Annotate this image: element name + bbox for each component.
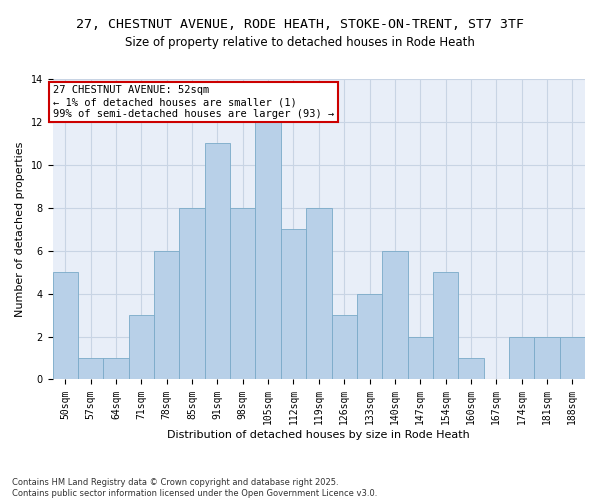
Bar	[179, 208, 205, 380]
X-axis label: Distribution of detached houses by size in Rode Heath: Distribution of detached houses by size …	[167, 430, 470, 440]
Text: Contains HM Land Registry data © Crown copyright and database right 2025.
Contai: Contains HM Land Registry data © Crown c…	[12, 478, 377, 498]
Bar	[281, 229, 306, 380]
Bar	[230, 208, 256, 380]
Bar	[256, 122, 281, 380]
Bar	[154, 250, 179, 380]
Bar	[332, 315, 357, 380]
Bar	[129, 315, 154, 380]
Bar	[560, 336, 585, 380]
Bar	[407, 336, 433, 380]
Bar	[382, 250, 407, 380]
Bar	[53, 272, 78, 380]
Text: 27 CHESTNUT AVENUE: 52sqm
← 1% of detached houses are smaller (1)
99% of semi-de: 27 CHESTNUT AVENUE: 52sqm ← 1% of detach…	[53, 86, 334, 118]
Bar	[433, 272, 458, 380]
Bar	[509, 336, 535, 380]
Bar	[535, 336, 560, 380]
Bar	[306, 208, 332, 380]
Text: 27, CHESTNUT AVENUE, RODE HEATH, STOKE-ON-TRENT, ST7 3TF: 27, CHESTNUT AVENUE, RODE HEATH, STOKE-O…	[76, 18, 524, 30]
Bar	[205, 144, 230, 380]
Bar	[78, 358, 103, 380]
Bar	[458, 358, 484, 380]
Text: Size of property relative to detached houses in Rode Heath: Size of property relative to detached ho…	[125, 36, 475, 49]
Bar	[357, 294, 382, 380]
Bar	[103, 358, 129, 380]
Y-axis label: Number of detached properties: Number of detached properties	[15, 142, 25, 317]
